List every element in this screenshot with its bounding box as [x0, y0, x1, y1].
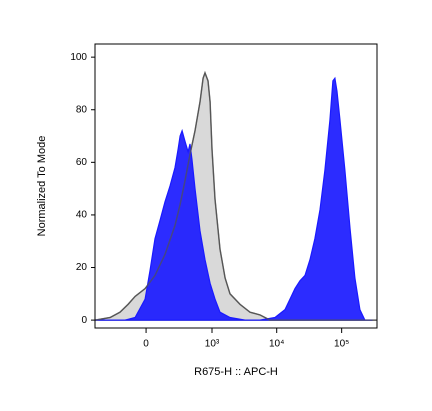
y-tick-label: 20 [76, 262, 88, 273]
y-tick-label: 100 [70, 52, 87, 63]
plot-frame [94, 43, 378, 329]
x-axis-title: R675-H :: APC-H [194, 366, 278, 378]
y-axis-title: Normalized To Mode [36, 136, 48, 237]
y-tick-label: 60 [76, 157, 88, 168]
x-tick-label: 10⁵ [334, 339, 349, 350]
x-tick-label: 0 [143, 339, 149, 350]
histogram-area [94, 76, 373, 321]
y-tick-label: 0 [81, 315, 87, 326]
histogram-outline [94, 70, 377, 321]
y-tick-label: 80 [76, 104, 88, 115]
y-tick-label: 40 [76, 210, 88, 221]
x-tick-label: 10³ [205, 339, 220, 350]
x-tick-label: 10⁴ [269, 339, 284, 350]
